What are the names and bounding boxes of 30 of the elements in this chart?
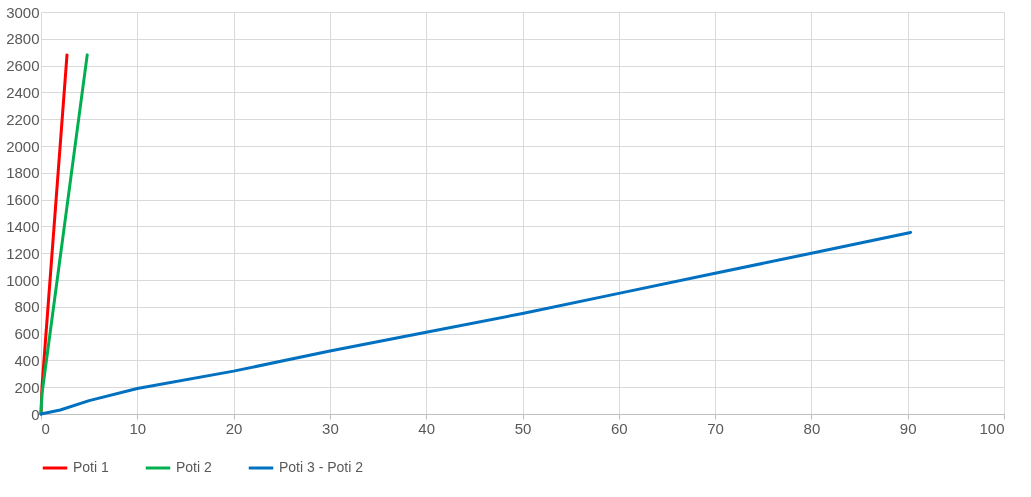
y-tick-label: 2200 (6, 110, 40, 128)
y-tick-label: 1000 (6, 271, 40, 289)
y-tick-label: 1800 (6, 164, 40, 182)
x-tick-label: 50 (514, 419, 532, 437)
y-tick-label: 2000 (6, 137, 40, 155)
y-tick-label: 1200 (6, 244, 40, 262)
line-series (39, 230, 913, 416)
x-tick-label: 70 (707, 419, 724, 437)
x-tick-label: 90 (899, 419, 917, 437)
y-tick-label: 3000 (6, 3, 40, 21)
x-tick-label: 100 (979, 419, 1005, 437)
x-tick-label: 10 (129, 419, 147, 437)
y-tick-label: 1400 (6, 217, 40, 235)
legend-label: Poti 2 (176, 459, 213, 475)
y-tick-label: 2400 (6, 83, 40, 101)
x-tick-label: 60 (610, 419, 628, 437)
y-tick-label: 800 (14, 298, 40, 316)
y-tick-label: 0 (31, 405, 40, 423)
legend-label: Poti 3 - Poti 2 (279, 459, 364, 475)
y-tick-label: 400 (14, 351, 40, 369)
x-tick-label: 80 (803, 419, 821, 437)
y-tick-label: 2600 (6, 57, 40, 75)
x-tick-label: 20 (225, 419, 243, 437)
y-tick-label: 1600 (6, 191, 40, 209)
y-tick-label: 600 (14, 325, 40, 343)
x-tick-label: 40 (418, 419, 436, 437)
x-tick-label: 30 (322, 419, 339, 437)
legend-label: Poti 1 (73, 459, 110, 475)
y-tick-label: 2800 (6, 30, 40, 48)
y-tick-label: 200 (14, 378, 40, 396)
